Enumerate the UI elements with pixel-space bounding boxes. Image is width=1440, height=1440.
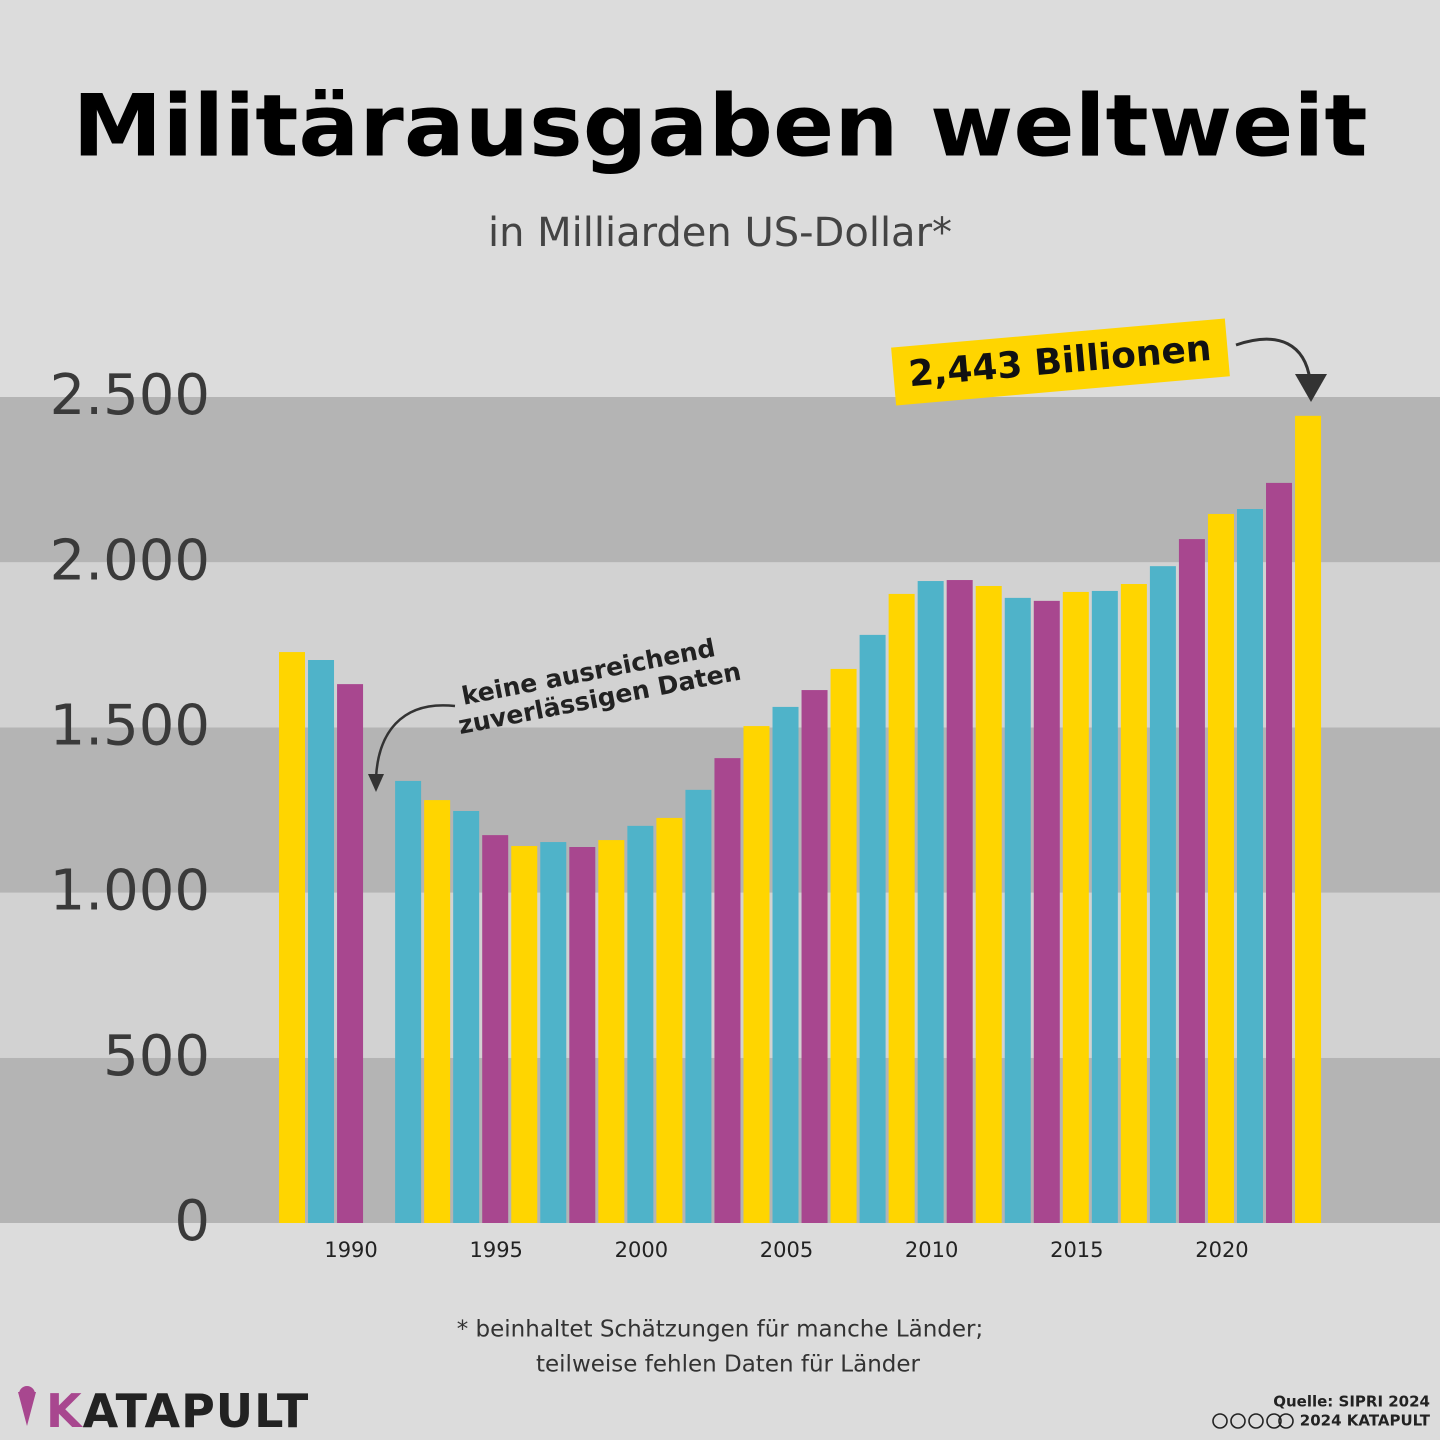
x-tick-label: 1990 — [324, 1238, 377, 1262]
logo: KATAPULT — [46, 1384, 310, 1438]
x-tick-label: 2020 — [1195, 1238, 1248, 1262]
chart-subtitle: in Milliarden US-Dollar* — [488, 210, 952, 256]
bar — [598, 840, 625, 1223]
x-tick-label: 2000 — [615, 1238, 668, 1262]
logo-icon — [19, 1386, 35, 1402]
source: Quelle: SIPRI 2024 — [1273, 1393, 1430, 1411]
bar — [337, 684, 364, 1223]
bar — [540, 842, 567, 1223]
bar — [1149, 566, 1176, 1223]
bar — [1295, 415, 1322, 1224]
bar — [1266, 482, 1293, 1223]
credit: 2024 KATAPULT — [1300, 1412, 1431, 1430]
bar — [830, 668, 857, 1223]
annotation-arrow — [374, 704, 456, 779]
annotation-arrow — [1235, 337, 1312, 381]
y-tick-label: 2.000 — [50, 528, 210, 593]
bar — [946, 580, 973, 1223]
cc-icons — [1212, 1413, 1294, 1429]
y-tick-label: 2.500 — [50, 363, 210, 428]
x-tick-label: 2010 — [905, 1238, 958, 1262]
bar — [424, 800, 451, 1223]
bar — [917, 581, 944, 1223]
bar — [569, 847, 596, 1223]
y-tick-label: 1.500 — [50, 694, 210, 759]
bar — [1004, 597, 1031, 1223]
annotation-arrowhead — [1295, 374, 1327, 402]
bar — [279, 652, 305, 1223]
bar — [975, 585, 1002, 1223]
bar — [308, 659, 335, 1223]
bar — [888, 593, 915, 1223]
x-tick-label: 2005 — [760, 1238, 813, 1262]
x-tick-label: 2015 — [1050, 1238, 1103, 1262]
bar — [743, 726, 770, 1223]
footnote: * beinhaltet Schätzungen für manche Länd… — [457, 1317, 984, 1343]
bar — [511, 846, 538, 1223]
bar — [1207, 513, 1234, 1223]
bar — [627, 825, 654, 1223]
bar — [1120, 584, 1147, 1223]
bar — [482, 835, 509, 1223]
bar — [1178, 539, 1205, 1223]
bar — [656, 817, 683, 1223]
x-tick-label: 1995 — [469, 1238, 522, 1262]
footnote: teilweise fehlen Daten für Länder — [536, 1352, 921, 1378]
grid-band — [0, 397, 1440, 563]
chart-title: Militärausgaben weltweit — [73, 76, 1368, 176]
y-tick-label: 500 — [103, 1024, 210, 1089]
y-tick-label: 0 — [174, 1189, 210, 1254]
bar — [453, 810, 480, 1223]
bar — [772, 706, 799, 1223]
bar — [1033, 600, 1060, 1223]
bar — [1091, 590, 1118, 1223]
annotation-box — [891, 318, 1230, 406]
bar — [801, 690, 828, 1223]
y-tick-label: 1.000 — [50, 859, 210, 924]
bar — [1236, 509, 1263, 1223]
bar — [395, 780, 422, 1223]
bar — [714, 758, 741, 1223]
bar — [859, 634, 886, 1223]
annotation-arrowhead — [368, 774, 384, 792]
bar — [685, 789, 712, 1223]
bar — [1062, 591, 1089, 1223]
